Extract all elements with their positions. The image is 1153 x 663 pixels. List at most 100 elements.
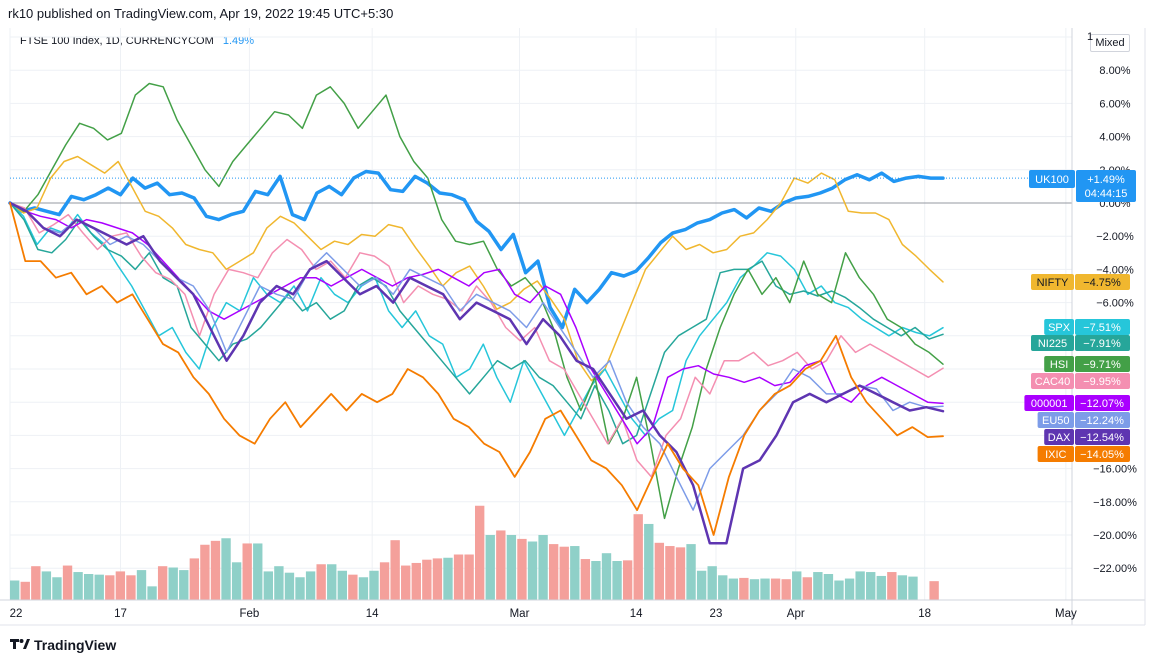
- series-line-000001: [9, 202, 944, 445]
- series-line-ni225: [9, 202, 944, 445]
- volume-bar: [200, 544, 210, 600]
- volume-bar: [844, 578, 855, 600]
- series-name-tag: [1044, 429, 1074, 445]
- series-label-dax: DAX −12.54%: [1044, 429, 1130, 445]
- y-tick-label: −22.00%: [1093, 563, 1137, 575]
- y-tick-label: −2.00%: [1096, 231, 1134, 243]
- y-tick-label: −4.00%: [1096, 264, 1134, 276]
- volume-bar: [253, 543, 263, 600]
- y-tick-label: −16.00%: [1093, 464, 1137, 476]
- y-tick-label: −20.00%: [1093, 530, 1137, 542]
- volume-bar: [770, 578, 781, 600]
- volume-bar: [548, 544, 559, 600]
- volume-bar: [696, 570, 707, 600]
- volume-bar: [876, 575, 886, 600]
- series-label-eu50: EU50 −12.24%: [1037, 412, 1130, 428]
- volume-bar: [908, 576, 918, 600]
- series-label-nifty: NIFTY −4.75%: [1031, 274, 1130, 290]
- series-line-cac40: [9, 202, 944, 478]
- volume-bar: [601, 553, 612, 600]
- symbol-change: 1.49%: [222, 35, 255, 47]
- series-name-tag: [1044, 319, 1074, 335]
- volume-bar: [665, 546, 675, 600]
- series-name: DAX: [1048, 432, 1071, 444]
- series-value-tag: [1075, 356, 1130, 372]
- x-tick-label: 23: [710, 608, 723, 620]
- volume-bar: [453, 554, 464, 600]
- series-line-dax: [8, 201, 945, 545]
- volume-bar: [157, 566, 168, 600]
- volume-bar: [242, 543, 252, 600]
- series-value: +1.49%: [1087, 174, 1125, 186]
- series-label-spx: SPX −7.51%: [1044, 319, 1130, 335]
- volume-bar: [115, 571, 126, 600]
- volume-bar: [337, 570, 347, 600]
- series-value-tag: [1075, 446, 1130, 462]
- volume-bar: [834, 580, 844, 600]
- series-name: NI225: [1038, 338, 1067, 350]
- volume-bar: [644, 523, 654, 600]
- x-tick-label: May: [1055, 608, 1077, 620]
- y-tick-label-top: 1: [1087, 31, 1093, 43]
- volume-bar: [41, 571, 52, 600]
- volume-bar: [506, 535, 517, 600]
- series-name: NIFTY: [1037, 277, 1069, 289]
- x-tick-label: Apr: [787, 608, 805, 620]
- volume-bar: [612, 561, 622, 600]
- y-tick-label: 8.00%: [1099, 65, 1130, 77]
- publish-header: rk10 published on TradingView.com, Apr 1…: [8, 6, 394, 21]
- series-value: −7.91%: [1083, 338, 1121, 350]
- volume-bar: [855, 571, 865, 600]
- volume-bar: [231, 562, 242, 600]
- volume-bar: [432, 558, 443, 600]
- series-value-tag: [1075, 274, 1130, 290]
- series-value: −9.95%: [1083, 376, 1121, 388]
- volume-bar: [189, 558, 200, 600]
- series-label-hsi: HSI −9.71%: [1044, 356, 1130, 372]
- symbol-legend[interactable]: FTSE 100 Index, 1D, CURRENCYCOM 1.49%: [20, 35, 254, 47]
- series-name-tag: [1031, 335, 1074, 351]
- volume-bar: [221, 538, 231, 600]
- series-value: −14.05%: [1080, 449, 1124, 461]
- series-name: IXIC: [1045, 449, 1066, 461]
- series-label-ixic: IXIC −14.05%: [1037, 446, 1130, 462]
- x-tick-label: 14: [630, 608, 643, 620]
- volume-bar: [210, 540, 221, 600]
- series-line-ixic: [9, 202, 944, 536]
- volume-bar: [517, 538, 527, 600]
- series-name-tag: [1031, 274, 1074, 290]
- volume-bar: [348, 574, 358, 600]
- volume-bar: [866, 572, 876, 600]
- volume-bar: [707, 566, 717, 600]
- scale-mode-button[interactable]: Mixed: [1090, 34, 1130, 52]
- series-name: UK100: [1035, 174, 1069, 186]
- y-tick-label: 6.00%: [1099, 98, 1130, 110]
- volume-bar: [147, 586, 157, 600]
- series-name: EU50: [1042, 415, 1070, 427]
- volume-bar: [316, 564, 326, 600]
- volume-bar: [792, 571, 802, 600]
- series-line-spx: [9, 202, 944, 437]
- volume-bar: [401, 565, 411, 600]
- series-value: −9.71%: [1083, 359, 1121, 371]
- volume-bar: [570, 546, 580, 600]
- series-value-tag: [1076, 170, 1136, 202]
- volume-bar: [739, 577, 749, 600]
- volume-bar: [897, 575, 908, 600]
- volume-bar: [527, 541, 538, 600]
- current-time: 04:44:15: [1085, 188, 1128, 200]
- tradingview-logo-icon: [10, 638, 30, 653]
- volume-bar: [485, 535, 495, 600]
- volume-bar: [654, 542, 665, 600]
- volume-bar: [887, 572, 897, 600]
- x-tick-label: 18: [918, 608, 931, 620]
- volume-bar: [443, 557, 453, 600]
- series-line-nifty: [9, 155, 944, 382]
- series-name-tag: [1037, 446, 1074, 462]
- volume-bar: [475, 505, 485, 600]
- volume-bar: [369, 570, 379, 600]
- series-name-tag: [1029, 170, 1075, 188]
- y-tick-label: 4.00%: [1099, 132, 1130, 144]
- volume-bar: [327, 564, 337, 600]
